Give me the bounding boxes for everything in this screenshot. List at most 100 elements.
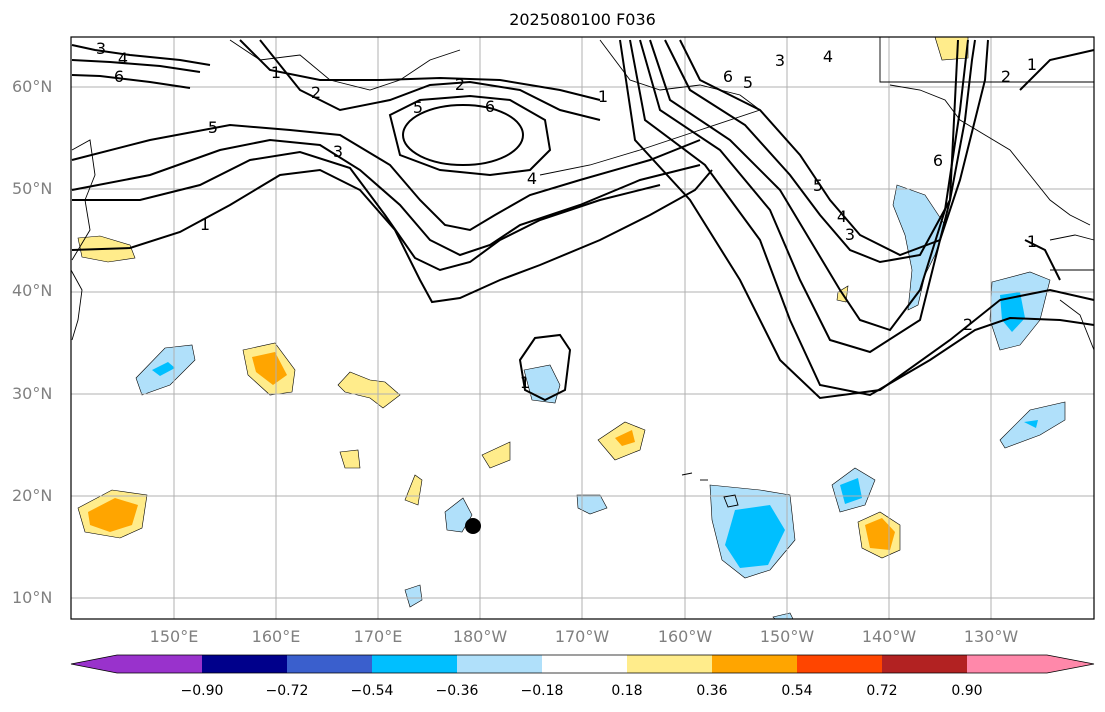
contour-5-trough [664, 39, 976, 264]
contour-label: 2 [1001, 67, 1011, 86]
lon-label-160w: 160°W [657, 627, 713, 646]
lat-label-50n: 50°N [12, 179, 53, 198]
contour-1-closed [518, 333, 572, 402]
contour-lines [71, 39, 1095, 402]
colorbar-segment [797, 655, 882, 673]
coast-alaska-west [539, 39, 761, 176]
colorbar-tick-label: 0.36 [696, 683, 728, 699]
lon-label-170e: 170°E [353, 627, 403, 646]
coast-big-island [723, 494, 739, 508]
contour-1 [71, 168, 713, 304]
contour-5 [71, 123, 701, 232]
colorbar [70, 654, 1095, 674]
colorbar-segment [372, 655, 457, 673]
pos-core-sw [88, 498, 138, 532]
contour-label: 3 [333, 142, 343, 161]
contour-label: 5 [413, 98, 423, 117]
contour-label: 1 [520, 373, 530, 392]
lon-label-150e: 150°E [149, 627, 199, 646]
contour-label: 6 [933, 151, 943, 170]
pos-region-175e [339, 449, 361, 469]
contour-label: 4 [527, 169, 537, 188]
contour-6-trough [679, 39, 989, 257]
lat-label-30n: 30°N [12, 384, 53, 403]
lat-label-10n: 10°N [12, 588, 53, 607]
neg-core-hawaii [725, 505, 785, 568]
lat-label-60n: 60°N [12, 77, 53, 96]
colorbar-tick-label: 0.72 [866, 683, 898, 699]
pos-core-140w [865, 518, 895, 550]
contour-label: 5 [813, 176, 823, 195]
contour-label: 1 [200, 215, 210, 234]
neg-core-west [152, 362, 175, 376]
lon-label-170w: 170°W [554, 627, 610, 646]
colorbar-tick-label: −0.36 [435, 683, 479, 699]
colorbar-segment [967, 655, 1047, 673]
coast-siberia [229, 39, 461, 91]
contour-6-nw [71, 74, 191, 89]
colorbar-tick-label: 0.90 [951, 683, 983, 699]
contour-1-ne [1024, 239, 1061, 281]
lon-label-130w: 130°W [963, 627, 1019, 646]
coast-california [1059, 299, 1095, 351]
contour-label: 1 [598, 87, 608, 106]
contour-label: 1 [1027, 55, 1037, 74]
contour-2 [72, 150, 661, 272]
contour-label: 3 [775, 51, 785, 70]
coast-bc [1049, 234, 1095, 241]
neg-region-south [404, 584, 423, 608]
contour-label: 2 [455, 75, 465, 94]
neg-core-ne [1024, 420, 1038, 428]
colorbar-segment [542, 655, 627, 673]
colorbar-tick-label: 0.18 [611, 683, 643, 699]
contour-2-north [259, 39, 601, 121]
contour-label: 5 [208, 118, 218, 137]
contour-2-ne [1019, 49, 1095, 91]
coast-japan [70, 269, 83, 341]
contour-label: 6 [723, 67, 733, 86]
colorbar-tick-label: −0.54 [350, 683, 394, 699]
colorbar-segment [627, 655, 712, 673]
colorbar-segment [712, 655, 797, 673]
colorbar-tick-label: −0.72 [265, 683, 309, 699]
coast-border [879, 37, 1094, 83]
contour-labels: 3 4 6 5 2 1 5 6 2 1 3 4 1 6 5 3 4 5 4 3 … [96, 39, 1037, 392]
colorbar-extend-low [71, 655, 117, 673]
contour-3 [71, 138, 701, 257]
colorbar-segment [202, 655, 287, 673]
colorbar-segment [457, 655, 542, 673]
neg-core-140w [840, 478, 862, 504]
contour-label: 6 [114, 67, 124, 86]
coast-alaska-south [889, 84, 1091, 226]
contour-label: 6 [485, 97, 495, 116]
colorbar-segment [287, 655, 372, 673]
map-title: 2025080100 F036 [509, 10, 656, 29]
contour-label: 1 [1027, 232, 1037, 251]
lon-label-180w: 180°W [452, 627, 508, 646]
gridlines [71, 37, 1094, 619]
lat-label-40n: 40°N [12, 281, 53, 300]
contour-1-trough [619, 39, 1095, 400]
contour-label: 2 [311, 83, 321, 102]
contour-4-nw [71, 59, 201, 73]
colorbar-segment [882, 655, 967, 673]
contour-label: 3 [845, 225, 855, 244]
neg-region-170w [576, 494, 608, 515]
pos-core-160e [252, 352, 287, 385]
colorbar-segment [117, 655, 202, 673]
contour-label: 3 [96, 39, 106, 58]
storm-position-marker [465, 518, 481, 534]
contour-3-trough [639, 39, 959, 354]
lon-label-160e: 160°E [251, 627, 301, 646]
contour-6-low [402, 104, 524, 166]
map-frame [70, 36, 1095, 620]
coast-kauai [681, 472, 693, 476]
contour-label: 5 [743, 73, 753, 92]
pos-region-176e [404, 474, 423, 506]
lon-label-150w: 150°W [759, 627, 815, 646]
contour-label: 4 [823, 47, 833, 66]
contour-4-trough [649, 39, 969, 332]
contour-2-trough [629, 39, 1095, 397]
colorbar-tick-label: −0.18 [520, 683, 564, 699]
